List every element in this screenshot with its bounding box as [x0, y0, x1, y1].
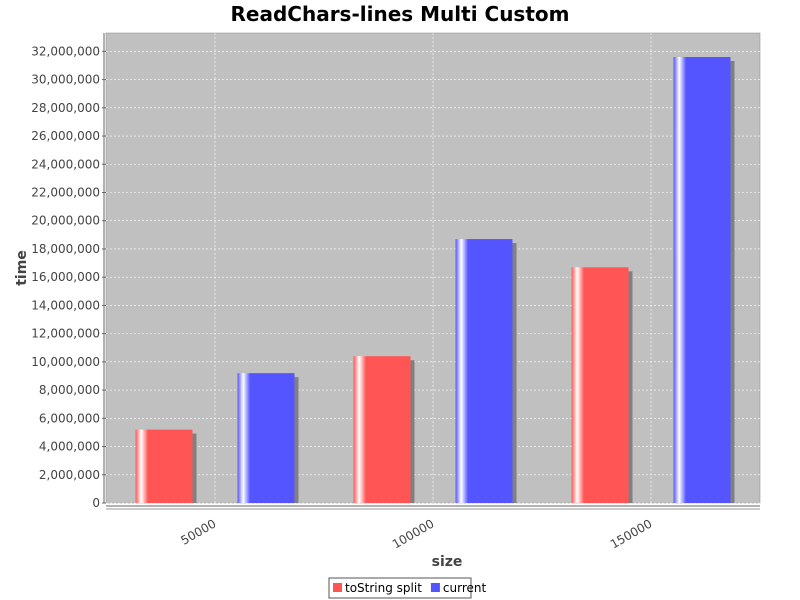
y-tick-label: 10,000,000	[31, 355, 100, 369]
legend-label: toString split	[345, 581, 422, 595]
bar-current-150000	[673, 56, 731, 504]
legend-label: current	[443, 581, 487, 595]
bar-current-50000	[237, 373, 295, 503]
y-tick-label: 28,000,000	[31, 101, 100, 115]
y-tick-label: 18,000,000	[31, 242, 100, 256]
y-axis-label: time	[14, 250, 30, 286]
y-tick-label: 6,000,000	[39, 411, 100, 425]
bar-current-100000	[455, 239, 513, 503]
y-tick-label: 16,000,000	[31, 270, 100, 284]
y-tick-label: 0	[92, 496, 100, 510]
chart-title: ReadChars-lines Multi Custom	[231, 2, 570, 26]
y-axis: 0 2,000,000 4,000,000 6,000,000 8,000,000 10,…	[31, 33, 106, 510]
y-tick-label: 22,000,000	[31, 185, 100, 199]
y-tick-label: 2,000,000	[39, 468, 100, 482]
legend-swatch	[430, 583, 440, 592]
y-tick-label: 8,000,000	[39, 383, 100, 397]
bars	[135, 56, 735, 504]
y-tick-label: 20,000,000	[31, 214, 100, 228]
bar-tostring-split-100000	[353, 356, 411, 503]
legend-swatch	[333, 583, 342, 592]
bar-tostring-split-50000	[135, 429, 193, 503]
x-axis-label: size	[432, 554, 463, 570]
plot-area	[105, 32, 761, 504]
y-tick-label: 4,000,000	[39, 440, 100, 454]
y-tick-label: 30,000,000	[31, 73, 100, 87]
y-tick-label: 32,000,000	[31, 44, 100, 58]
y-tick-label: 12,000,000	[31, 327, 100, 341]
x-axis: 50000 100000 150000	[106, 505, 760, 552]
x-tick-label: 100000	[390, 516, 437, 551]
y-tick-label: 26,000,000	[31, 129, 100, 143]
x-tick-label: 50000	[178, 516, 218, 547]
bar-tostring-split-150000	[571, 267, 629, 503]
x-tick-label: 150000	[608, 516, 655, 551]
y-tick-label: 24,000,000	[31, 157, 100, 171]
legend: toString split current	[328, 577, 487, 599]
y-tick-label: 14,000,000	[31, 298, 100, 312]
grid-lines	[106, 33, 760, 504]
